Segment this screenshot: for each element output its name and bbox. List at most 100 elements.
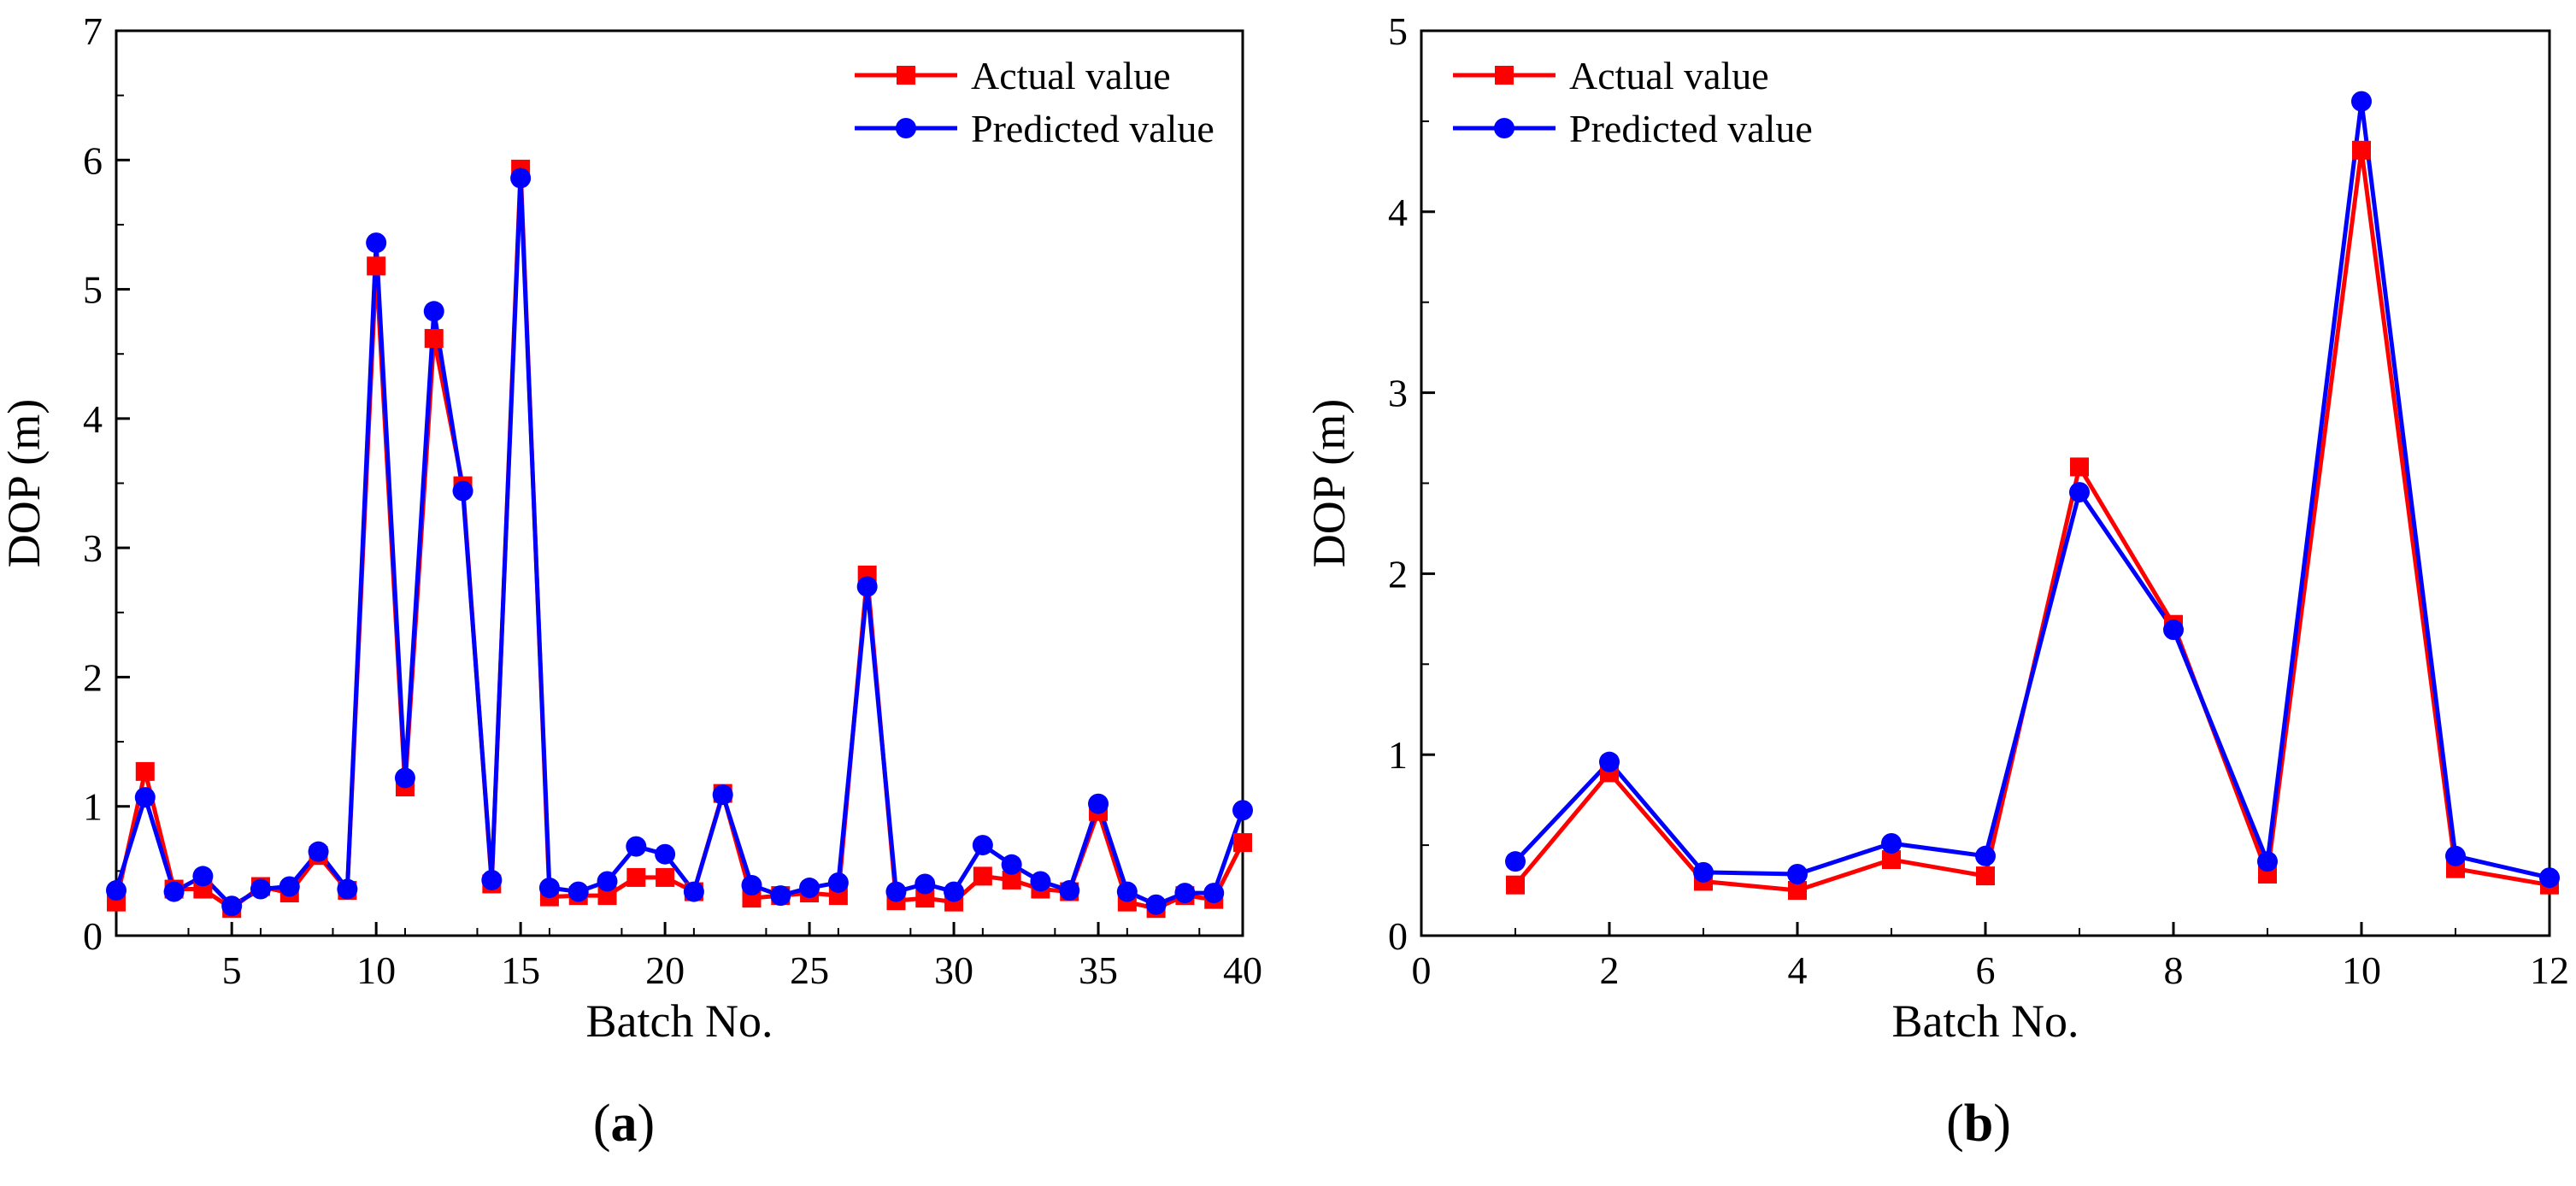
x-tick-label: 15 [501,948,540,992]
data-point-predicted [163,881,185,902]
data-point-actual [656,867,675,887]
y-tick-label: 3 [83,526,103,570]
data-point-predicted [597,871,618,892]
data-point-predicted [2445,845,2466,866]
data-point-predicted [308,841,329,862]
legend-marker-circle [896,118,916,138]
x-tick-label: 4 [1788,948,1808,992]
data-point-predicted [1505,851,1526,872]
data-point-predicted [915,873,936,895]
legend-label: Actual value [1569,54,1769,97]
legend-marker-square [1495,66,1514,85]
data-point-predicted [366,232,387,254]
legend-label: Actual value [971,54,1171,97]
series-line-actual [114,167,1245,911]
x-axis-title: Batch No. [1892,995,2079,1047]
x-tick-label: 20 [645,948,685,992]
legend-label: Predicted value [971,107,1214,150]
legend: Actual value Predicted value [855,54,1214,150]
data-point-predicted [1030,871,1051,892]
data-point-actual [2070,457,2089,477]
x-tick-label: 10 [356,948,396,992]
x-tick-label: 6 [1976,948,1996,992]
data-point-actual [424,329,444,349]
data-point-actual [915,889,935,908]
series-line-actual [1514,148,2550,893]
data-point-predicted [1881,832,1902,854]
data-point-predicted [2539,867,2560,889]
data-point-actual [1976,866,1995,886]
data-point-predicted [568,881,589,902]
data-point-predicted [1599,751,1620,772]
data-point-predicted [1059,880,1080,901]
legend: Actual value Predicted value [1453,54,1813,150]
data-point-predicted [885,881,907,902]
x-tick-label: 5 [222,948,242,992]
data-point-predicted [538,878,560,899]
data-point-actual [1882,850,1901,870]
x-tick-label: 30 [934,948,973,992]
data-point-predicted [944,881,965,902]
data-point-actual [973,866,992,886]
data-point-predicted [452,480,473,502]
y-tick-label: 4 [83,397,103,441]
y-tick-label: 4 [1388,191,1408,234]
y-tick-label: 0 [83,914,103,958]
data-point-predicted [856,576,878,597]
data-point-predicted [1088,793,1109,814]
data-point-predicted [134,787,156,808]
y-axis-title: DOP (m) [0,399,50,568]
panel-label: (b) [1946,1095,2011,1153]
data-point-predicted [1975,845,1996,866]
data-point-predicted [712,784,733,806]
data-point-predicted [1203,883,1225,904]
panel-letter: b [1964,1095,1993,1153]
data-point-predicted [2351,91,2372,112]
data-point-actual [1002,870,1021,890]
chart-panel-a: 0 1 2 3 4 5 6 7 5 10 15 20 25 30 35 40 Batch No. DOP (m) A… [0,9,1262,1153]
y-tick-label: 1 [83,785,103,829]
data-point-actual [1788,881,1807,901]
data-point-predicted [2163,619,2184,641]
legend-label: Predicted value [1569,107,1813,150]
data-point-actual [135,761,155,781]
legend-marker-circle [1494,118,1514,138]
x-tick-label: 2 [1600,948,1620,992]
data-point-predicted [394,767,415,789]
panel-label: (a) [593,1095,655,1153]
y-tick-label: 0 [1388,914,1408,958]
x-tick-label: 12 [2530,948,2569,992]
data-point-predicted [423,301,444,322]
data-point-predicted [827,872,849,893]
data-point-predicted [1001,854,1022,875]
data-point-actual [1506,875,1525,895]
data-point-actual [626,867,646,887]
x-tick-label: 35 [1079,948,1118,992]
y-tick-label: 5 [83,268,103,312]
data-point-predicted [2257,851,2278,872]
y-tick-label: 6 [83,138,103,182]
data-point-predicted [972,835,993,856]
legend-marker-square [897,66,915,85]
x-axis-title: Batch No. [586,995,773,1047]
data-point-predicted [221,895,243,917]
data-point-actual [2352,140,2371,160]
series-line-predicted [114,175,1245,908]
data-point-predicted [1116,881,1138,902]
data-point-predicted [770,885,791,907]
data-point-predicted [106,880,126,901]
data-point-predicted [1145,894,1167,915]
series-line-predicted [1514,99,2550,880]
y-tick-label: 3 [1388,372,1408,415]
data-point-predicted [683,881,704,902]
data-point-predicted [337,878,358,900]
data-point-predicted [1174,883,1196,904]
x-tick-label: 8 [2164,948,2184,992]
y-axis-title: DOP (m) [1303,399,1355,568]
y-tick-label: 7 [83,9,103,53]
data-point-predicted [1232,800,1253,821]
data-point-predicted [655,843,676,865]
y-tick-label: 2 [83,655,103,699]
